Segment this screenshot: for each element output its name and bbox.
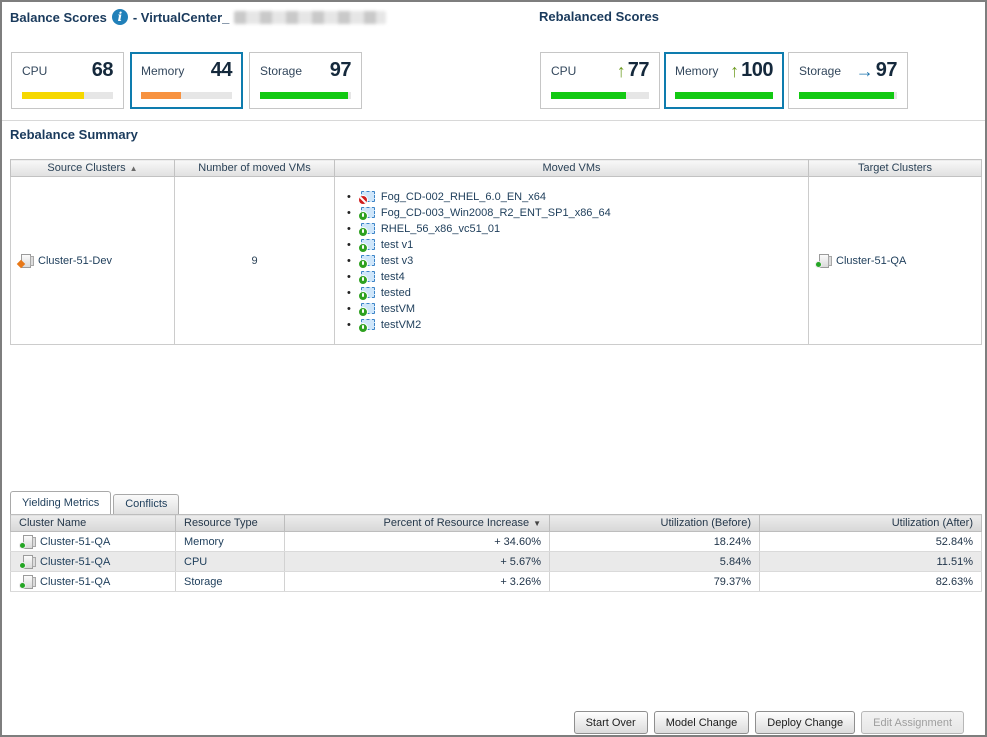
info-icon[interactable]: [111, 9, 128, 25]
card-value: 100: [741, 59, 773, 81]
vm-powered-on-icon: [357, 287, 375, 301]
score-card-cpu[interactable]: CPU 68: [11, 52, 124, 109]
summary-header-target-clusters[interactable]: Target Clusters: [808, 159, 982, 177]
trend-up-icon: ↑: [730, 60, 740, 81]
target-cluster-name: Cluster-51-QA: [836, 254, 907, 267]
rebalance-summary-table: Source Clusters ▲ Number of moved VMs Mov…: [10, 159, 982, 345]
edit-assignment-button[interactable]: Edit Assignment: [861, 711, 964, 734]
vm-powered-on-icon: [357, 239, 375, 253]
score-bar: [551, 92, 649, 99]
card-value: 77: [627, 59, 650, 81]
rebalanced-score-cards: CPU ↑ 77 Memory ↑ 100: [540, 52, 908, 109]
vm-powered-on-icon: [357, 255, 375, 269]
yielding-metrics-table: Cluster Name Resource Type Percent of Re…: [10, 514, 982, 592]
metrics-header-cluster-name[interactable]: Cluster Name: [10, 514, 176, 532]
score-card-memory[interactable]: Memory 44: [130, 52, 243, 109]
score-bar-fill: [551, 92, 627, 99]
moved-vm-count: 9: [174, 176, 335, 345]
moved-vm-item: tested: [347, 285, 808, 301]
card-label: Memory: [675, 63, 719, 78]
score-bar-fill: [799, 92, 895, 99]
tab-conflicts[interactable]: Conflicts: [113, 494, 180, 514]
card-label: CPU: [22, 63, 48, 78]
cluster-qa-icon: [19, 554, 36, 569]
card-value: 97: [875, 59, 898, 81]
score-card-storage[interactable]: Storage 97: [249, 52, 362, 109]
vm-powered-on-icon: [357, 223, 375, 237]
tab-yielding-metrics[interactable]: Yielding Metrics: [10, 491, 112, 514]
metrics-row[interactable]: Cluster-51-QA Memory + 34.60% 18.24% 52.…: [10, 531, 982, 552]
summary-header-moved-vms[interactable]: Moved VMs: [334, 159, 809, 177]
start-over-button[interactable]: Start Over: [573, 711, 648, 734]
metrics-tabs: Yielding Metrics Conflicts: [10, 491, 180, 514]
summary-header-moved-count[interactable]: Number of moved VMs: [174, 159, 335, 177]
redacted-text: [234, 10, 387, 24]
cluster-qa-icon: [19, 534, 36, 549]
card-value: 97: [329, 59, 352, 81]
summary-row[interactable]: Cluster-51-Dev 9 Fog_CD-002_RHEL_6.0_EN_…: [10, 176, 982, 345]
score-bar: [22, 92, 113, 99]
moved-vm-item: test v3: [347, 253, 808, 269]
section-divider: [2, 120, 985, 121]
sort-desc-icon: ▼: [533, 519, 541, 528]
metrics-header-utilization-after[interactable]: Utilization (After): [759, 514, 982, 532]
moved-vm-item: Fog_CD-002_RHEL_6.0_EN_x64: [347, 189, 808, 205]
vm-powered-off-icon: [357, 191, 375, 205]
card-label: Storage: [799, 63, 842, 78]
score-bar-fill: [260, 92, 349, 99]
score-bar-fill: [22, 92, 84, 99]
model-change-button[interactable]: Model Change: [653, 711, 750, 734]
trend-right-icon: →: [855, 60, 874, 81]
rebalanced-card-memory[interactable]: Memory ↑ 100: [664, 52, 784, 109]
metrics-row[interactable]: Cluster-51-QA Storage + 3.26% 79.37% 82.…: [10, 571, 982, 592]
metrics-header-utilization-before[interactable]: Utilization (Before): [549, 514, 760, 532]
moved-vm-item: testVM: [347, 301, 808, 317]
moved-vm-item: test v1: [347, 237, 808, 253]
card-label: Memory: [141, 63, 185, 78]
vm-powered-on-icon: [357, 207, 375, 221]
vm-powered-on-icon: [357, 319, 375, 333]
card-value: 44: [210, 59, 233, 81]
score-bar-fill: [141, 92, 182, 99]
card-label: CPU: [551, 63, 577, 78]
cluster-qa-icon: [815, 253, 832, 268]
score-bar: [675, 92, 773, 99]
deploy-change-button[interactable]: Deploy Change: [755, 711, 856, 734]
moved-vm-item: Fog_CD-003_Win2008_R2_ENT_SP1_x86_64: [347, 205, 808, 221]
action-buttons: Start Over Model Change Deploy Change Ed…: [573, 711, 964, 734]
balance-scores-header: Balance Scores - VirtualCenter_: [10, 9, 387, 25]
metrics-header-resource-type[interactable]: Resource Type: [175, 514, 285, 532]
source-cluster-name: Cluster-51-Dev: [38, 254, 112, 267]
balance-scores-title: Balance Scores: [10, 9, 107, 25]
sort-asc-icon: ▲: [129, 164, 138, 173]
rebalanced-scores-header: Rebalanced Scores: [539, 9, 659, 24]
balance-scores-subtitle: - VirtualCenter_: [132, 9, 230, 25]
score-bar: [799, 92, 897, 99]
summary-header-source-clusters[interactable]: Source Clusters ▲: [10, 159, 175, 177]
balance-score-cards: CPU 68 Memory 44 Storage 97: [11, 52, 362, 109]
metrics-row[interactable]: Cluster-51-QA CPU + 5.67% 5.84% 11.51%: [10, 551, 982, 572]
rebalanced-card-storage[interactable]: Storage → 97: [788, 52, 908, 109]
moved-vm-item: testVM2: [347, 317, 808, 333]
score-bar: [141, 92, 232, 99]
moved-vm-item: RHEL_56_x86_vc51_01: [347, 221, 808, 237]
moved-vm-item: test4: [347, 269, 808, 285]
rebalanced-scores-title: Rebalanced Scores: [539, 9, 659, 24]
score-bar: [260, 92, 351, 99]
score-bar-fill: [675, 92, 773, 99]
card-value: 68: [91, 59, 114, 81]
vm-powered-on-icon: [357, 303, 375, 317]
card-label: Storage: [260, 63, 303, 78]
moved-vm-list: Fog_CD-002_RHEL_6.0_EN_x64 Fog_CD-003_Wi…: [335, 189, 808, 333]
cluster-dev-icon: [16, 253, 34, 268]
rebalanced-card-cpu[interactable]: CPU ↑ 77: [540, 52, 660, 109]
metrics-header-percent-increase[interactable]: Percent of Resource Increase ▼: [284, 514, 550, 532]
vm-powered-on-icon: [357, 271, 375, 285]
cluster-qa-icon: [19, 574, 36, 589]
summary-heading: Rebalance Summary: [10, 127, 138, 142]
trend-up-icon: ↑: [616, 60, 626, 81]
